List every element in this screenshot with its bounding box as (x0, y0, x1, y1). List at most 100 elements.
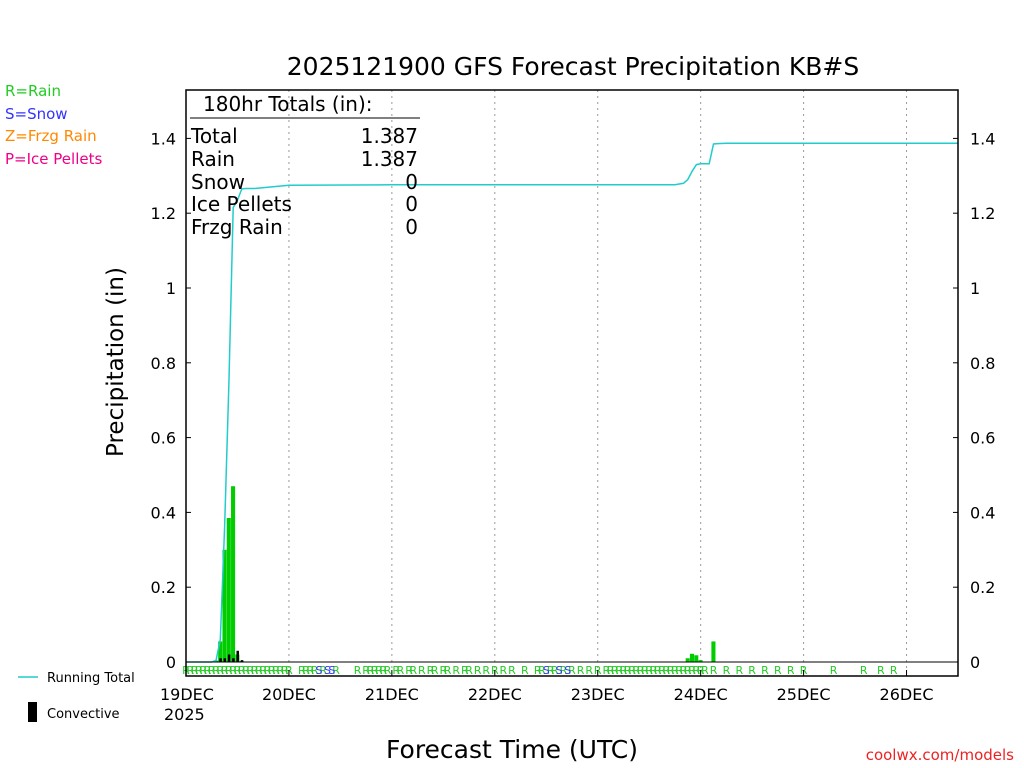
y-tick-label-right: 0.8 (970, 354, 995, 373)
ptype-marker-rain: R (508, 664, 516, 677)
credit-text: coolwx.com/models (866, 746, 1014, 764)
x-tick-label: 23DEC (571, 685, 625, 704)
ptype-marker-rain: R (723, 664, 731, 677)
ptype-marker-rain: R (302, 664, 310, 677)
ptype-marker-rain: R (611, 664, 619, 677)
ptype-marker-rain: R (238, 664, 246, 677)
precip-bar (711, 641, 716, 662)
ptype-marker-rain: R (234, 664, 242, 677)
ptype-marker-rain: R (319, 664, 327, 677)
ptype-marker-rain: R (602, 664, 610, 677)
ptype-marker-rain: R (379, 664, 387, 677)
totals-box: 180hr Totals (in): Total 1.387 Rain 1.38… (190, 92, 420, 239)
ptype-marker-rain: R (624, 664, 632, 677)
ptype-marker-rain: R (701, 664, 709, 677)
running-total-legend-label: Running Total (47, 671, 135, 686)
x-tick-label: 20DEC (262, 685, 316, 704)
ptype-marker-rain: R (371, 664, 379, 677)
ptype-marker-rain: R (748, 664, 756, 677)
convective-bar (227, 654, 231, 662)
ptype-marker-rain: R (225, 664, 233, 677)
y-tick-label-right: 1.4 (970, 129, 995, 148)
totals-row-value-ice-pellets: 0 (405, 192, 418, 216)
ptype-marker-rain: R (397, 664, 405, 677)
ptype-marker-rain: R (375, 664, 383, 677)
plot-frame (185, 89, 959, 677)
precip-bar (222, 549, 227, 662)
ptype-marker-rain: R (693, 664, 701, 677)
ptype-marker-rain: R (186, 664, 194, 677)
ptype-marker-rain: R (277, 664, 285, 677)
ptype-marker-rain: R (332, 664, 340, 677)
ptype-marker-rain: R (367, 664, 375, 677)
ptype-marker-rain: R (247, 664, 255, 677)
ptype-marker-rain: R (431, 664, 439, 677)
ptype-marker-rain: R (268, 664, 276, 677)
ptype-marker-snow: S (564, 664, 571, 677)
ptype-marker-rain: R (538, 664, 546, 677)
ptype-marker-rain: R (774, 664, 782, 677)
y-tick-label-right: 0.6 (970, 429, 995, 448)
ptype-marker-rain: R (830, 664, 838, 677)
ptype-marker-rain: R (650, 664, 658, 677)
ptype-marker-rain: R (311, 664, 319, 677)
ptype-marker-rain: R (890, 664, 898, 677)
ptype-marker-rain: R (212, 664, 220, 677)
ptype-marker-rain: R (787, 664, 795, 677)
ptype-marker-rain: R (251, 664, 259, 677)
precip-bar (698, 660, 703, 662)
precip-bar (685, 658, 690, 662)
legend-ice-pellets: P=Ice Pellets (5, 150, 102, 168)
ptype-marker-rain: R (384, 664, 392, 677)
ptype-marker-rain: R (860, 664, 868, 677)
x-tick-label: 22DEC (468, 685, 522, 704)
convective-bar (236, 650, 239, 662)
chart-title: 2025121900 GFS Forecast Precipitation KB… (287, 52, 859, 81)
ptype-marker-rain: R (641, 664, 649, 677)
ptype-marker-rain: R (500, 664, 508, 677)
ptype-marker-rain: R (551, 664, 559, 677)
ptype-marker-rain: R (465, 664, 473, 677)
y-tick-label-left: 0 (166, 653, 176, 672)
ptype-marker-rain: R (444, 664, 452, 677)
ptype-marker-snow: S (324, 664, 331, 677)
y-tick-label-right: 1.2 (970, 204, 995, 223)
ptype-marker-rain: R (645, 664, 653, 677)
ptype-marker-rain: R (427, 664, 435, 677)
ptype-marker-rain: R (307, 664, 315, 677)
y-tick-label-left: 1.4 (151, 129, 176, 148)
ptype-marker-rain: R (474, 664, 482, 677)
ptype-marker-rain: R (654, 664, 662, 677)
ptype-marker-rain: R (680, 664, 688, 677)
ptype-marker-rain: R (675, 664, 683, 677)
ptype-marker-rain: R (585, 664, 593, 677)
convective-bar (240, 660, 244, 662)
ptype-marker-rain: R (671, 664, 679, 677)
totals-row-label-snow: Snow (191, 170, 245, 194)
ptype-marker-rain: R (547, 664, 555, 677)
ptype-marker-rain: R (409, 664, 417, 677)
ptype-marker-snow: S (556, 664, 563, 677)
y-tick-label-right: 0.4 (970, 503, 995, 522)
totals-row-label-frzg-rain: Frzg Rain (191, 215, 283, 239)
running-total-line (186, 142, 958, 663)
y-tick-label-left: 1.2 (151, 204, 176, 223)
ptype-marker-rain: R (615, 664, 623, 677)
convective-bars (219, 650, 244, 662)
x-tick-label: 25DEC (777, 685, 831, 704)
ptype-marker-rain: R (418, 664, 426, 677)
ptype-marker-rain: R (281, 664, 289, 677)
totals-row-label-total: Total (190, 124, 238, 148)
totals-row-value-snow: 0 (405, 170, 418, 194)
ptype-marker-rain: R (255, 664, 263, 677)
ptype-marker-rain: R (761, 664, 769, 677)
ptype-marker-rain: R (405, 664, 413, 677)
convective-legend-swatch (28, 702, 37, 722)
y-tick-label-left: 0.4 (151, 503, 176, 522)
ptype-marker-rain: R (628, 664, 636, 677)
totals-row-label-rain: Rain (191, 147, 235, 171)
ptype-marker-rain: R (620, 664, 628, 677)
ptype-marker-rain: R (637, 664, 645, 677)
